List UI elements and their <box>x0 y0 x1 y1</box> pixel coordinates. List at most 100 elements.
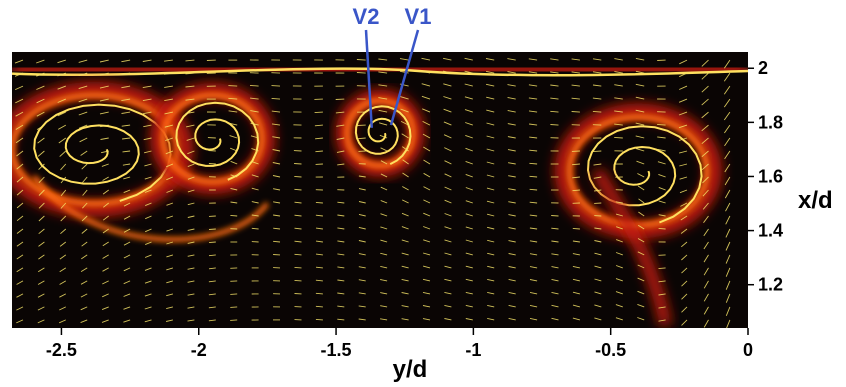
velocity-vector <box>380 305 388 308</box>
velocity-vector <box>550 84 559 87</box>
velocity-vector <box>16 280 24 285</box>
velocity-vector <box>551 317 559 321</box>
velocity-vector <box>78 85 88 90</box>
velocity-vector <box>422 108 431 113</box>
velocity-vector <box>486 135 495 139</box>
velocity-vector <box>38 228 45 235</box>
velocity-vector <box>444 265 452 269</box>
velocity-vector <box>723 98 731 108</box>
velocity-vector <box>315 150 323 153</box>
velocity-vector <box>101 150 109 154</box>
velocity-vector <box>465 226 473 230</box>
velocity-vector <box>273 240 281 243</box>
velocity-vector <box>380 318 388 321</box>
velocity-vector <box>401 292 409 295</box>
lower-lobe <box>31 175 270 242</box>
velocity-vector <box>529 136 538 139</box>
velocity-vector <box>314 124 323 127</box>
velocity-vector <box>486 174 495 178</box>
velocity-vector <box>378 58 388 61</box>
velocity-vector <box>681 267 688 274</box>
velocity-vector <box>358 292 366 295</box>
velocity-vector <box>356 59 366 61</box>
velocity-vector <box>99 98 109 102</box>
velocity-vector <box>100 137 109 140</box>
velocity-vector <box>251 148 259 152</box>
velocity-vector <box>465 252 473 256</box>
velocity-vector <box>529 266 538 269</box>
velocity-vector <box>465 147 473 152</box>
velocity-vector <box>422 252 431 256</box>
velocity-vector <box>15 124 24 130</box>
velocity-vector <box>658 186 666 191</box>
velocity-vector <box>400 120 409 126</box>
velocity-vector <box>551 291 559 295</box>
velocity-vector <box>421 95 431 100</box>
velocity-vector <box>294 266 302 269</box>
velocity-vector <box>551 278 559 282</box>
velocity-vector <box>208 241 216 244</box>
velocity-vector <box>528 84 538 87</box>
velocity-vector <box>57 72 66 77</box>
velocity-vector <box>465 122 473 126</box>
velocity-vector <box>37 267 45 273</box>
velocity-vector <box>294 279 302 282</box>
velocity-vector <box>681 280 688 287</box>
velocity-vector <box>378 109 388 113</box>
velocity-vector <box>185 72 195 75</box>
x-tick-label: -1.5 <box>321 340 352 360</box>
velocity-vector <box>142 72 152 75</box>
velocity-vector <box>59 293 67 298</box>
velocity-vector <box>380 147 388 152</box>
velocity-vector <box>186 124 195 128</box>
velocity-vector <box>143 137 152 141</box>
velocity-vector <box>37 306 45 311</box>
velocity-vector <box>702 202 709 210</box>
x-tick-label: -1 <box>465 340 481 360</box>
velocity-vector <box>614 71 623 74</box>
velocity-vector <box>378 122 388 126</box>
velocity-vector <box>658 306 666 309</box>
velocity-vector <box>36 124 45 130</box>
velocity-vector <box>15 137 24 144</box>
velocity-vector <box>102 267 109 272</box>
velocity-vector <box>99 111 109 115</box>
velocity-vector <box>121 59 131 63</box>
velocity-vector <box>166 176 174 181</box>
velocity-vector <box>165 319 174 322</box>
velocity-vector <box>251 174 259 178</box>
velocity-vector <box>38 176 45 184</box>
velocity-vector <box>273 201 281 204</box>
velocity-vector <box>402 172 409 178</box>
velocity-vector <box>507 58 516 61</box>
velocity-vector <box>57 124 67 130</box>
velocity-vector <box>379 134 388 139</box>
velocity-vector <box>593 163 602 166</box>
velocity-vector <box>336 150 345 153</box>
velocity-vector <box>508 227 516 230</box>
velocity-vector <box>401 212 409 217</box>
plot-area <box>12 52 748 328</box>
velocity-vector <box>59 306 66 311</box>
velocity-vector <box>572 189 580 192</box>
velocity-vector <box>380 186 388 191</box>
velocity-vector <box>60 228 67 235</box>
velocity-vector <box>637 173 645 178</box>
velocity-vector <box>615 201 623 204</box>
velocity-vector <box>82 202 88 209</box>
velocity-vector <box>59 319 66 324</box>
velocity-vector <box>230 201 238 204</box>
x-tick-label: -0.5 <box>595 340 626 360</box>
x-axis-title: y/d <box>393 356 428 383</box>
velocity-vector <box>614 97 623 100</box>
velocity-vector <box>615 213 623 217</box>
velocity-vector <box>187 163 195 168</box>
velocity-vector <box>529 317 538 321</box>
velocity-vector <box>507 97 516 100</box>
velocity-vector <box>594 265 602 269</box>
velocity-vector <box>99 85 109 89</box>
wall-jet-plume <box>591 167 672 327</box>
annotation-leader-v2 <box>364 29 374 128</box>
velocity-vector <box>166 241 174 245</box>
velocity-vector <box>251 187 259 191</box>
